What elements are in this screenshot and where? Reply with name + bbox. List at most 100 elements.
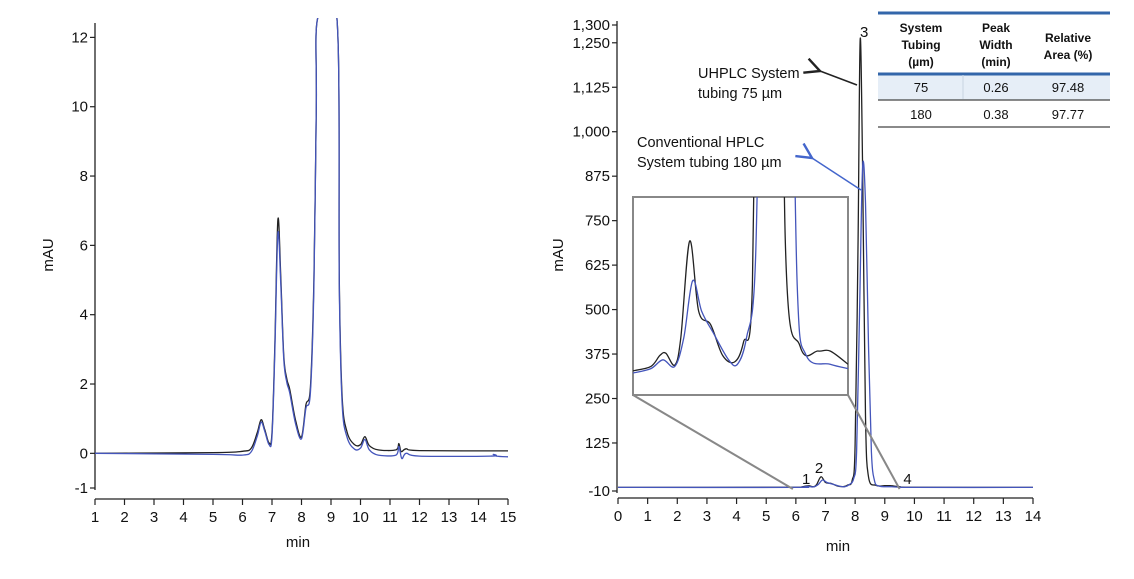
table-header-1a: System <box>900 21 943 35</box>
left-y-axis-label: mAU <box>40 238 57 271</box>
annotation-hplc-line1: Conventional HPLC <box>637 135 764 151</box>
peak-label: 4 <box>903 471 911 488</box>
x-tick-label: 7 <box>268 509 276 526</box>
inset-series-line-0 <box>633 197 848 372</box>
inset-connector-left <box>632 394 794 490</box>
x-tick-label: 12 <box>965 508 982 525</box>
x-tick-label: 8 <box>851 508 859 525</box>
y-tick-label: 125 <box>585 435 610 452</box>
right-x-axis-label: min <box>826 538 850 555</box>
y-tick-label: 2 <box>80 376 88 393</box>
y-tick-label: 375 <box>585 346 610 363</box>
table-header-2a: Peak <box>982 21 1010 35</box>
x-tick-label: 9 <box>327 509 335 526</box>
x-tick-label: 7 <box>821 508 829 525</box>
peak-label: 3 <box>860 24 868 41</box>
x-tick-label: 4 <box>732 508 740 525</box>
x-tick-label: 1 <box>643 508 651 525</box>
x-tick-label: 3 <box>703 508 711 525</box>
table-cell: 0.38 <box>983 107 1008 122</box>
right-y-axis-label: mAU <box>550 238 567 271</box>
x-tick-label: 5 <box>209 509 217 526</box>
y-tick-label: 750 <box>585 213 610 230</box>
x-tick-label: 10 <box>906 508 923 525</box>
x-tick-label: 12 <box>411 509 428 526</box>
x-tick-label: 3 <box>150 509 158 526</box>
y-tick-label: 1,000 <box>572 124 610 141</box>
x-tick-label: 6 <box>792 508 800 525</box>
x-tick-label: 13 <box>441 509 458 526</box>
annotation-hplc-line2: System tubing 180 µm <box>637 155 782 171</box>
y-tick-label: 1,125 <box>572 79 610 96</box>
table-cell: 97.48 <box>1052 80 1085 95</box>
inset-series-line-1 <box>633 197 848 374</box>
table-header-3a: Relative <box>1045 31 1091 45</box>
inset-frame <box>632 196 849 396</box>
x-tick-label: 13 <box>995 508 1012 525</box>
left-x-axis-label: min <box>286 534 310 551</box>
x-tick-label: 10 <box>352 509 369 526</box>
y-tick-label: 10 <box>71 99 88 116</box>
y-tick-label: 0 <box>80 445 88 462</box>
y-tick-label: -10 <box>588 483 610 500</box>
table-row-highlight <box>878 74 1110 100</box>
table-cell: 97.77 <box>1052 107 1085 122</box>
peak-labels: 12 3 4 <box>802 24 912 488</box>
x-tick-label: 14 <box>470 509 487 526</box>
series-line-1 <box>95 18 509 460</box>
arrow-icon <box>812 158 862 191</box>
left-series <box>95 18 509 460</box>
table-cell: 75 <box>914 80 928 95</box>
table-header-2b: Width <box>979 38 1012 52</box>
x-tick-label: 2 <box>120 509 128 526</box>
table-header-1c: (µm) <box>908 55 934 69</box>
inset-zoom <box>632 196 901 490</box>
y-tick-label: 6 <box>80 237 88 254</box>
series-line-1 <box>617 160 1034 489</box>
x-tick-label: 2 <box>673 508 681 525</box>
y-tick-label: 250 <box>585 391 610 408</box>
x-tick-label: 14 <box>1025 508 1042 525</box>
right-axes: 0 1 2 3 4 5 6 7 8 9 10 11 12 13 14-1012525037550062575… <box>572 17 1041 525</box>
x-tick-label: 15 <box>500 509 517 526</box>
y-tick-label: 8 <box>80 168 88 185</box>
annotation-uhplc-line2: tubing 75 µm <box>698 86 782 102</box>
x-tick-label: 5 <box>762 508 770 525</box>
table-header-1b: Tubing <box>901 38 940 52</box>
y-tick-label: 875 <box>585 168 610 185</box>
right-series <box>617 37 1034 489</box>
annotation-hplc: Conventional HPLC System tubing 180 µm <box>637 135 862 191</box>
annotation-uhplc-line1: UHPLC System <box>698 66 800 82</box>
inset-connector-right <box>847 394 901 490</box>
y-tick-label: 500 <box>585 302 610 319</box>
x-tick-label: 1 <box>91 509 99 526</box>
peak-label: 2 <box>815 460 823 477</box>
x-tick-label: 9 <box>881 508 889 525</box>
y-tick-label: 1,250 <box>572 35 610 52</box>
table-header-3b: Area (%) <box>1044 48 1093 62</box>
annotation-uhplc: UHPLC System tubing 75 µm <box>698 66 858 102</box>
y-tick-label: -1 <box>75 480 88 497</box>
x-tick-label: 4 <box>179 509 187 526</box>
summary-table: System Tubing (µm) Peak Width (min) Rela… <box>878 11 1110 128</box>
x-tick-label: 0 <box>614 508 622 525</box>
right-chart: 0 1 2 3 4 5 6 7 8 9 10 11 12 13 14-1012525037550062575… <box>550 11 1110 555</box>
peak-label: 1 <box>802 471 810 488</box>
y-tick-label: 12 <box>71 29 88 46</box>
series-line-0 <box>95 18 509 454</box>
table-cell: 180 <box>910 107 932 122</box>
arrow-icon <box>820 71 858 86</box>
y-tick-label: 1,300 <box>572 17 610 34</box>
inset-series <box>633 197 848 374</box>
table-cell: 0.26 <box>983 80 1008 95</box>
x-tick-label: 11 <box>382 509 398 526</box>
x-tick-label: 8 <box>297 509 305 526</box>
x-tick-label: 6 <box>238 509 246 526</box>
y-tick-label: 625 <box>585 257 610 274</box>
table-header-2c: (min) <box>981 55 1010 69</box>
y-tick-label: 4 <box>80 307 88 324</box>
x-tick-label: 11 <box>936 508 952 525</box>
